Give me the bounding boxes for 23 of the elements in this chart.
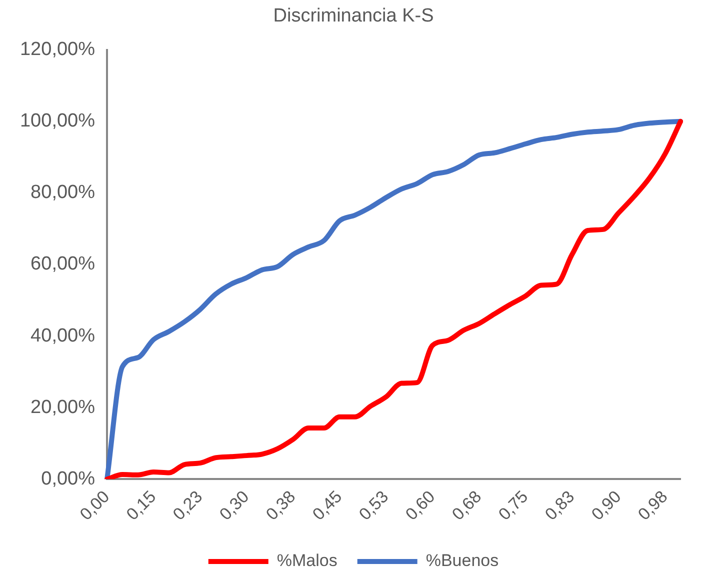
y-tick-label: 80,00% — [30, 182, 96, 204]
x-tick-label: 0,90 — [588, 487, 625, 524]
legend-label: %Malos — [276, 551, 338, 570]
y-tick-label: 100,00% — [20, 110, 96, 132]
x-tick-label: 0,30 — [216, 487, 253, 524]
y-tick-label: 40,00% — [30, 325, 96, 346]
y-tick-label: 20,00% — [30, 396, 96, 418]
x-tick-label: 0,98 — [634, 487, 672, 524]
x-tick-label: 0,15 — [122, 487, 160, 524]
x-tick-label: 0,53 — [355, 487, 392, 524]
x-tick-label: 0,00 — [76, 487, 114, 524]
x-tick-label: 0,83 — [541, 487, 578, 524]
x-tick-label: 0,23 — [169, 487, 206, 524]
chart-title: Discriminancia K-S — [273, 6, 434, 27]
x-tick-label: 0,68 — [448, 487, 486, 524]
x-tick-label: 0,38 — [262, 487, 300, 524]
x-tick-label: 0,60 — [402, 487, 439, 524]
x-tick-label: 0,45 — [308, 487, 346, 524]
x-tick-label: 0,75 — [494, 487, 532, 524]
y-tick-label: 0,00% — [41, 468, 96, 490]
y-tick-label: 60,00% — [30, 254, 96, 275]
legend-label: %Buenos — [426, 551, 499, 570]
y-tick-label: 120,00% — [20, 39, 96, 60]
